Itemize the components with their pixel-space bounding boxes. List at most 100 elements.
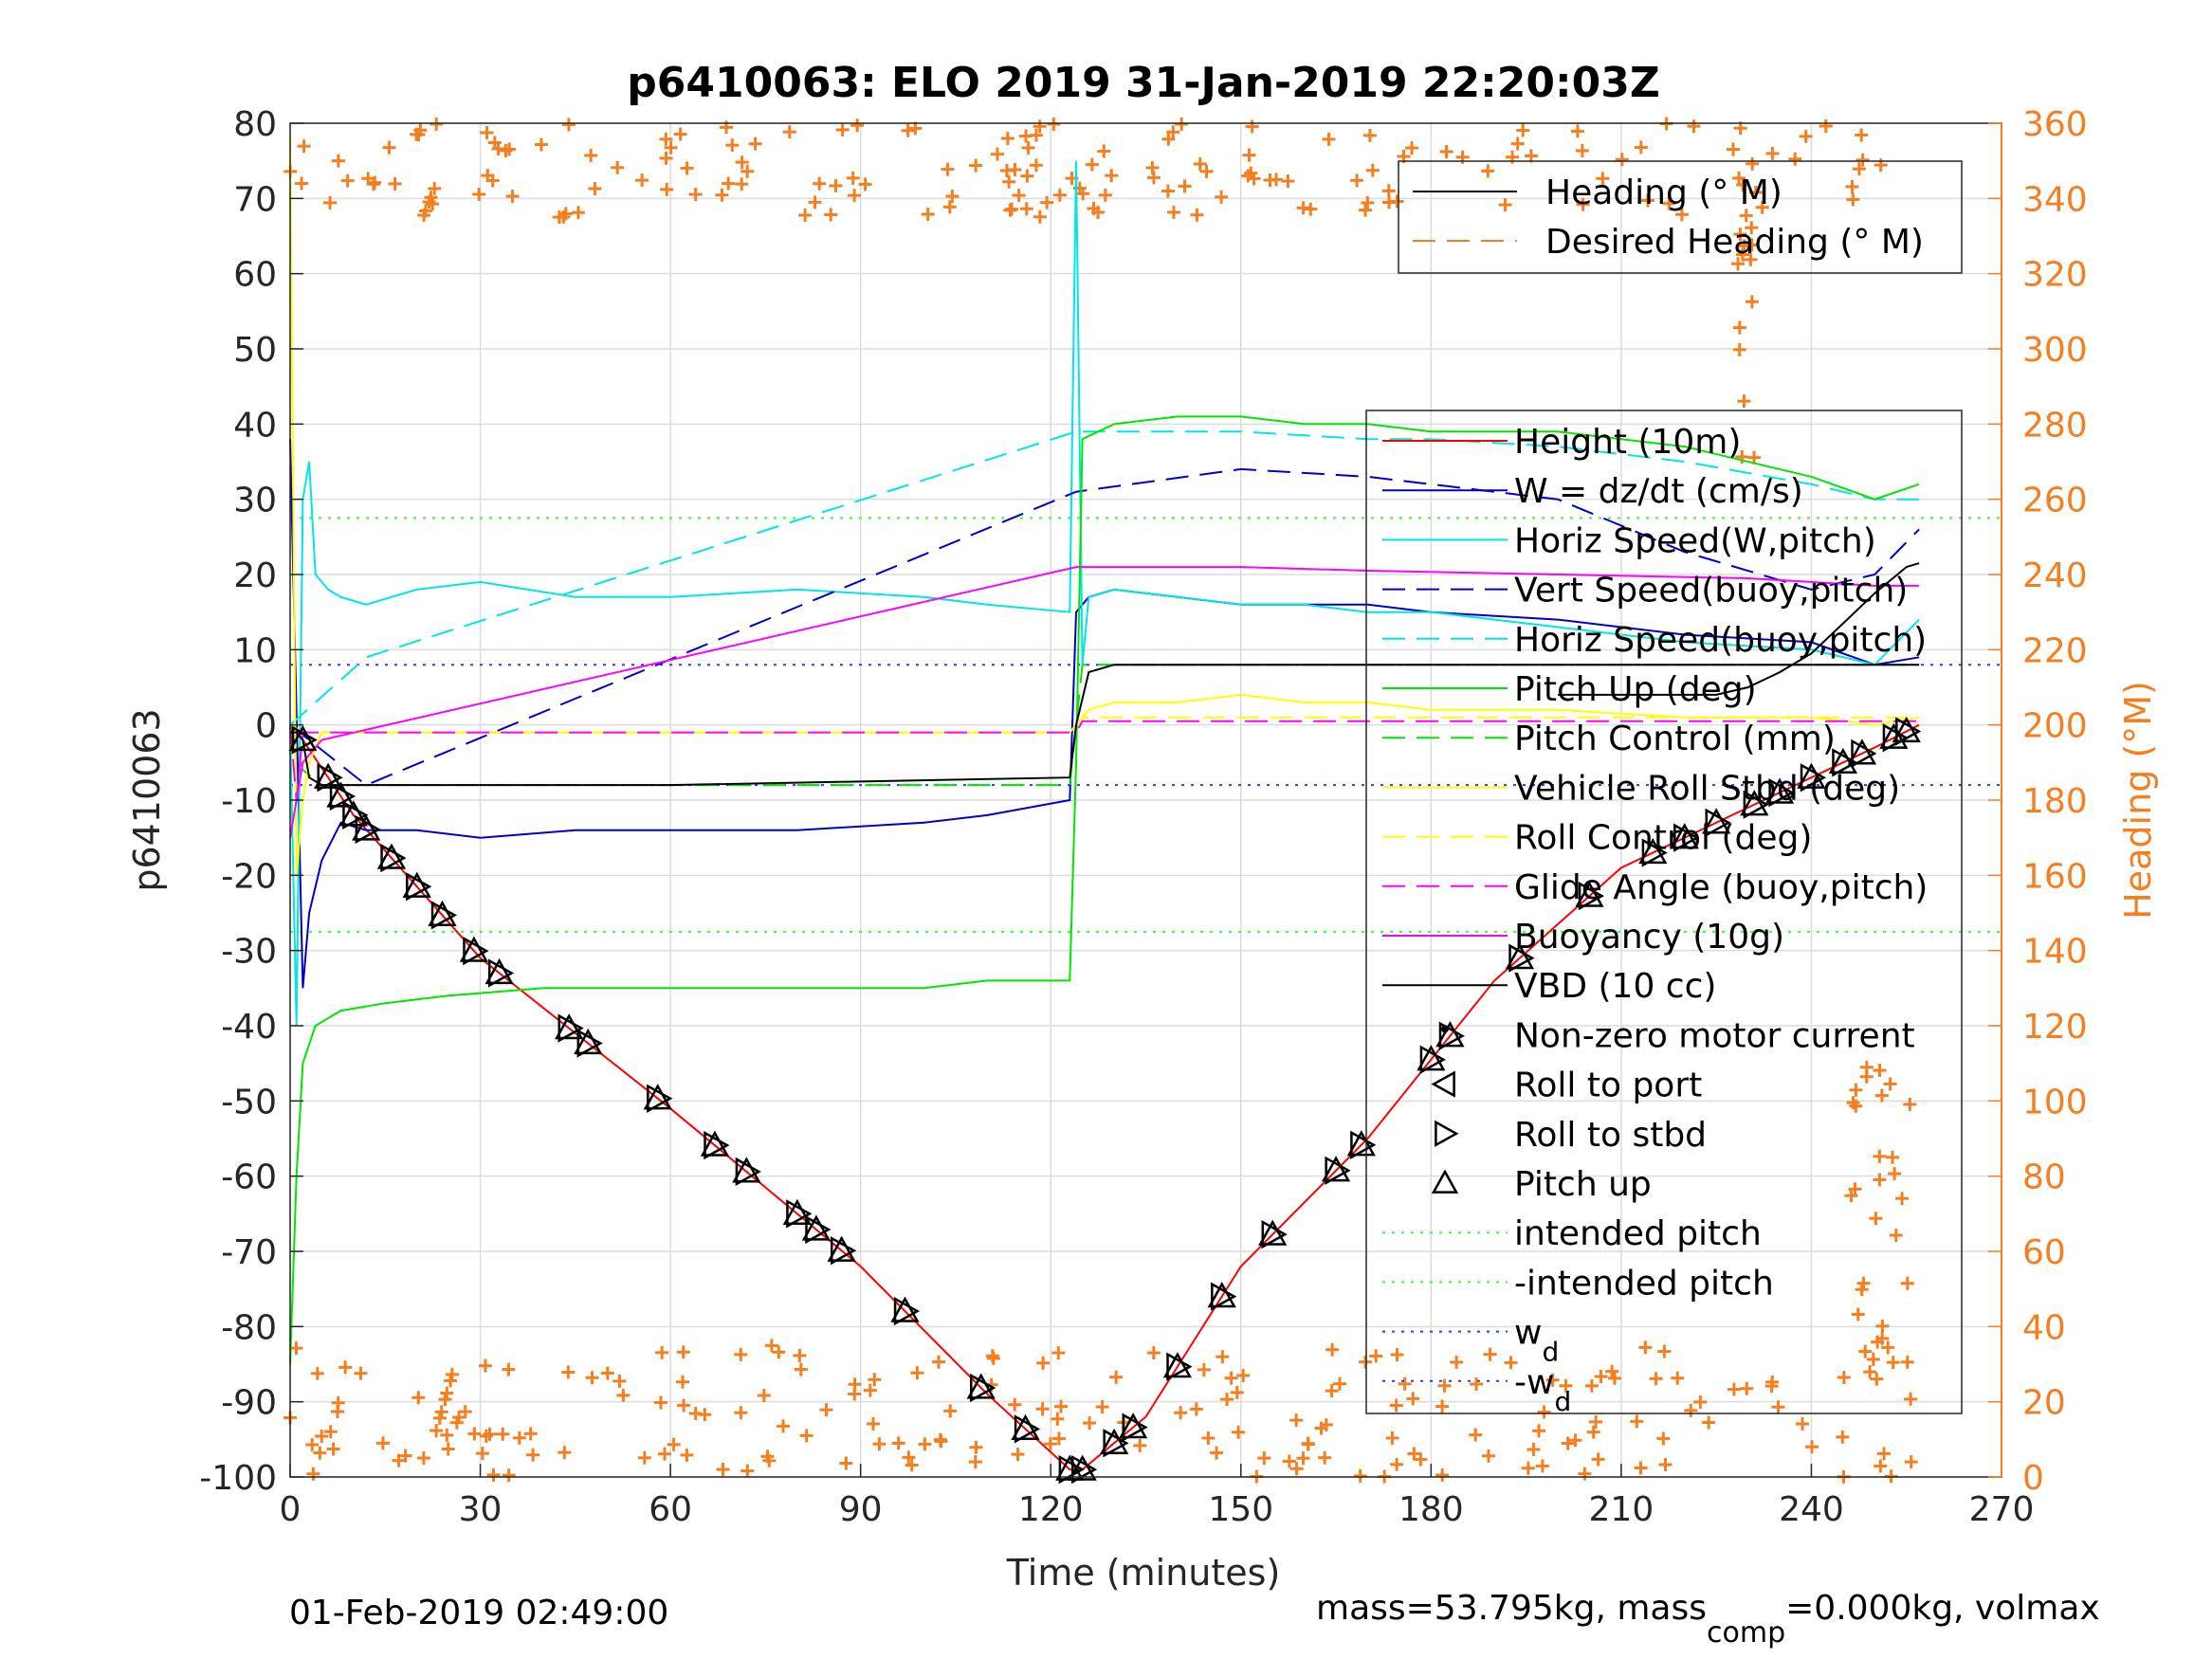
heading-point <box>1733 228 1747 242</box>
y-tick-label: 70 <box>233 180 277 219</box>
heading-point <box>1796 1416 1810 1431</box>
heading-point <box>675 1375 689 1389</box>
y-tick-label: -10 <box>221 782 277 821</box>
legend-entry: intended pitch <box>1382 1214 1762 1253</box>
legend-label: Horiz Speed(buoy,pitch) <box>1514 621 1927 660</box>
pitch-up-marker <box>643 1084 672 1110</box>
roll-marker <box>970 1373 996 1403</box>
heading-point <box>1568 1433 1582 1448</box>
heading-point <box>734 1406 748 1420</box>
heading-point <box>1481 1449 1495 1463</box>
dive-markers <box>288 716 1922 1485</box>
heading-point <box>1732 342 1746 356</box>
heading-point <box>1578 1467 1592 1481</box>
dive-marker <box>827 1235 857 1266</box>
heading-point <box>1020 169 1034 183</box>
heading-point <box>664 140 678 155</box>
heading-point <box>1054 1399 1069 1413</box>
heading-point <box>1052 188 1067 202</box>
heading-point <box>1008 1397 1022 1412</box>
heading-point <box>734 1347 748 1361</box>
pitch-up-marker <box>1068 1454 1097 1481</box>
heading-point <box>1877 1447 1892 1461</box>
heading-point <box>1874 1459 1888 1473</box>
heading-point <box>1863 1365 1877 1379</box>
legend-label: Heading (° M) <box>1545 173 1782 212</box>
dive-marker <box>1346 1130 1377 1159</box>
dive-marker <box>1797 762 1827 793</box>
heading-point <box>799 1429 814 1443</box>
pitch-up-marker <box>1575 881 1604 907</box>
heading-point <box>1036 1356 1051 1370</box>
heading-point <box>424 191 438 205</box>
heading-point <box>872 1437 887 1451</box>
x-tick-label: 120 <box>1018 1490 1084 1529</box>
heading-point <box>793 1348 807 1362</box>
y-tick-label: 0 <box>255 707 277 746</box>
heading-point <box>1385 1431 1399 1445</box>
heading-point <box>653 1395 667 1410</box>
heading-point <box>1851 1307 1865 1322</box>
heading-point <box>839 1456 853 1470</box>
legend-box <box>1365 410 1963 1414</box>
heading-point <box>1019 129 1033 143</box>
heading-point <box>1589 1414 1603 1429</box>
heading-point <box>1634 1461 1648 1475</box>
heading-point <box>1406 1392 1420 1406</box>
chart-title: p6410063: ELO 2019 31-Jan-2019 22:20:03Z <box>627 59 1659 107</box>
pitch-up-marker <box>1702 808 1731 834</box>
heading-point <box>943 1404 958 1418</box>
heading-point <box>523 1427 538 1441</box>
y-ticks-left: 80 70 60 50 40 30 20 10 0 -10 -20 -30 -40 -50 -60 -70 -8… <box>199 105 303 1498</box>
heading-point <box>1662 196 1676 210</box>
dive-marker <box>1740 790 1769 819</box>
y-right-tick-label: 20 <box>2022 1384 2066 1423</box>
heading-point <box>819 1403 833 1417</box>
legend-entry: Roll Control (deg) <box>1382 819 1812 858</box>
heading-point <box>1098 188 1112 202</box>
heading-point <box>1859 1060 1874 1074</box>
heading-point <box>1657 1344 1672 1358</box>
heading-point <box>1450 1355 1464 1369</box>
dive-marker <box>643 1084 673 1113</box>
heading-point <box>1193 156 1207 171</box>
pitch-up-marker <box>1435 1021 1465 1048</box>
pitch-up-marker <box>288 724 318 752</box>
heading-point <box>1166 205 1180 219</box>
dive-marker <box>555 1013 584 1043</box>
dive-marker <box>1417 1045 1446 1074</box>
heading-point <box>1390 194 1404 209</box>
heading-point <box>1398 1376 1412 1391</box>
y-ticks-right: 3603403203002802602402202001801601401201… <box>1988 105 2088 1498</box>
roll-marker <box>342 800 369 830</box>
heading-point <box>1875 1331 1890 1345</box>
heading-point <box>1000 132 1015 146</box>
heading-point <box>561 118 576 132</box>
heading-point <box>1732 171 1746 185</box>
heading-point <box>526 1448 540 1462</box>
heading-point <box>534 137 548 152</box>
heading-point <box>891 1436 905 1450</box>
legend-label: Height (10m) <box>1514 423 1741 462</box>
heading-point <box>426 197 440 211</box>
heading-point <box>1282 1454 1296 1468</box>
heading-point <box>1210 1446 1224 1460</box>
legend-label: Pitch Control (mm) <box>1514 720 1836 758</box>
heading-point <box>1570 124 1584 138</box>
pitch-up-marker <box>1207 1282 1236 1308</box>
roll-marker <box>1851 738 1877 768</box>
heading-point <box>1047 117 1061 131</box>
x-tick-label: 270 <box>1969 1490 2035 1529</box>
heading-point <box>1873 1149 1887 1163</box>
legend-marker-tri-right <box>1435 1120 1459 1147</box>
heading-point <box>475 1447 489 1461</box>
heading-point <box>1545 1373 1560 1387</box>
heading-point <box>1765 1375 1780 1389</box>
legend-label: Vehicle Roll Stbd (deg) <box>1514 769 1900 808</box>
x-tick-label: 180 <box>1398 1490 1464 1529</box>
heading-point <box>1318 1450 1332 1465</box>
heading-point <box>1856 153 1870 167</box>
heading-point <box>1837 1371 1851 1385</box>
heading-point <box>921 208 935 222</box>
